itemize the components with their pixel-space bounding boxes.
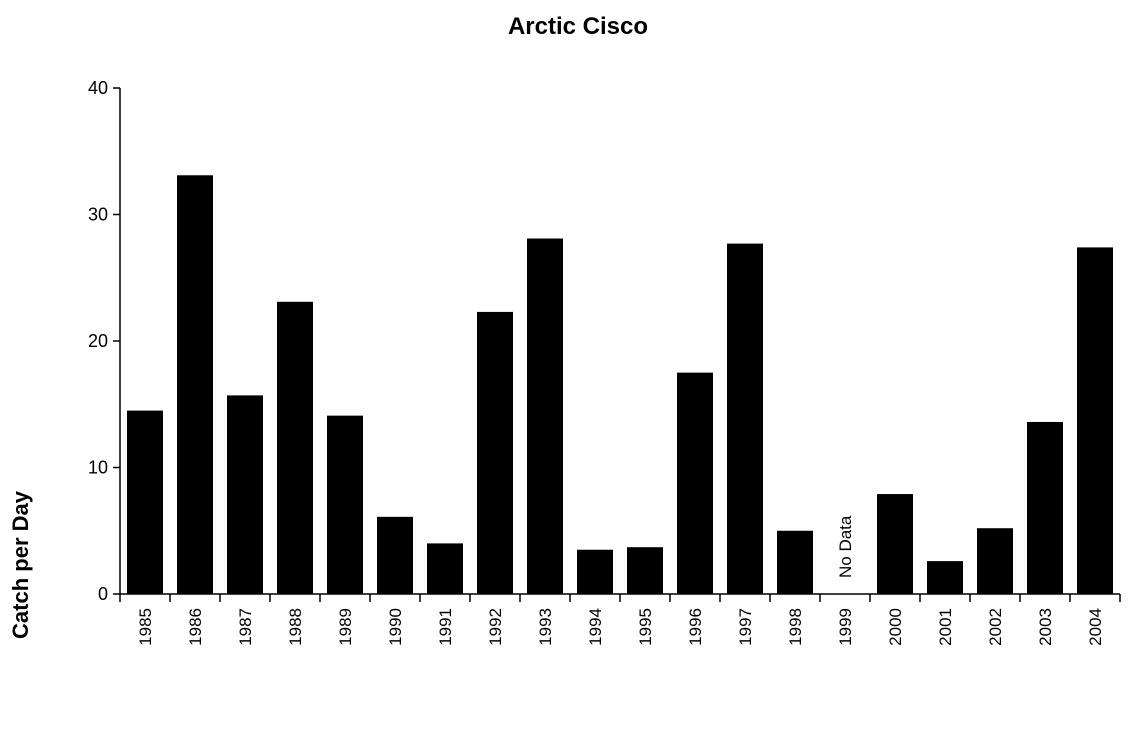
x-tick-label-1985: 1985 (136, 608, 155, 646)
x-tick-label-1996: 1996 (686, 608, 705, 646)
x-tick-label-2004: 2004 (1086, 608, 1105, 646)
bar-1992 (477, 311, 513, 594)
bar-1989 (327, 415, 363, 594)
x-tick-label-2000: 2000 (886, 608, 905, 646)
bar-1986 (177, 175, 213, 594)
bars-group (127, 175, 1113, 595)
y-tick-label-0: 0 (98, 584, 108, 604)
bar-2004 (1077, 247, 1113, 594)
tick-labels-group: 0 10 20 30 40 1985 1986 1987 1988 1989 1990 1991 199… (88, 78, 1105, 646)
bar-1996 (677, 372, 713, 595)
bar-2001 (927, 561, 963, 594)
axes-group (113, 87, 1121, 602)
x-tick-label-1991: 1991 (436, 608, 455, 646)
x-tick-label-1995: 1995 (636, 608, 655, 646)
y-tick-label-30: 30 (88, 205, 108, 225)
y-tick-label-20: 20 (88, 331, 108, 351)
x-tick-label-1988: 1988 (286, 608, 305, 646)
bar-1990 (377, 516, 413, 594)
x-tick-label-1989: 1989 (336, 608, 355, 646)
bar-2002 (977, 528, 1013, 594)
x-tick-label-1992: 1992 (486, 608, 505, 646)
x-tick-label-2001: 2001 (936, 608, 955, 646)
bar-1993 (527, 238, 563, 594)
x-tick-label-1990: 1990 (386, 608, 405, 646)
bar-1985 (127, 410, 163, 594)
bar-1987 (227, 395, 263, 594)
x-tick-label-1987: 1987 (236, 608, 255, 646)
bar-2003 (1027, 421, 1063, 594)
x-tick-label-1998: 1998 (786, 608, 805, 646)
x-tick-label-2002: 2002 (986, 608, 1005, 646)
y-tick-label-10: 10 (88, 458, 108, 478)
bar-1995 (627, 547, 663, 594)
x-tick-label-1993: 1993 (536, 608, 555, 646)
y-tick-label-40: 40 (88, 78, 108, 98)
x-tick-label-2003: 2003 (1036, 608, 1055, 646)
bar-1994 (577, 549, 613, 594)
x-tick-label-1997: 1997 (736, 608, 755, 646)
bar-1998 (777, 530, 813, 594)
bar-1991 (427, 543, 463, 594)
x-tick-label-1986: 1986 (186, 608, 205, 646)
annotation-no-data: No Data (836, 515, 855, 578)
x-tick-label-1999: 1999 (836, 608, 855, 646)
bar-1988 (277, 301, 313, 594)
chart-title: Arctic Cisco (508, 13, 648, 40)
bar-2000 (877, 494, 913, 594)
y-axis-label: Catch per Day (8, 490, 33, 639)
x-tick-label-1994: 1994 (586, 608, 605, 646)
bar-1997 (727, 243, 763, 594)
